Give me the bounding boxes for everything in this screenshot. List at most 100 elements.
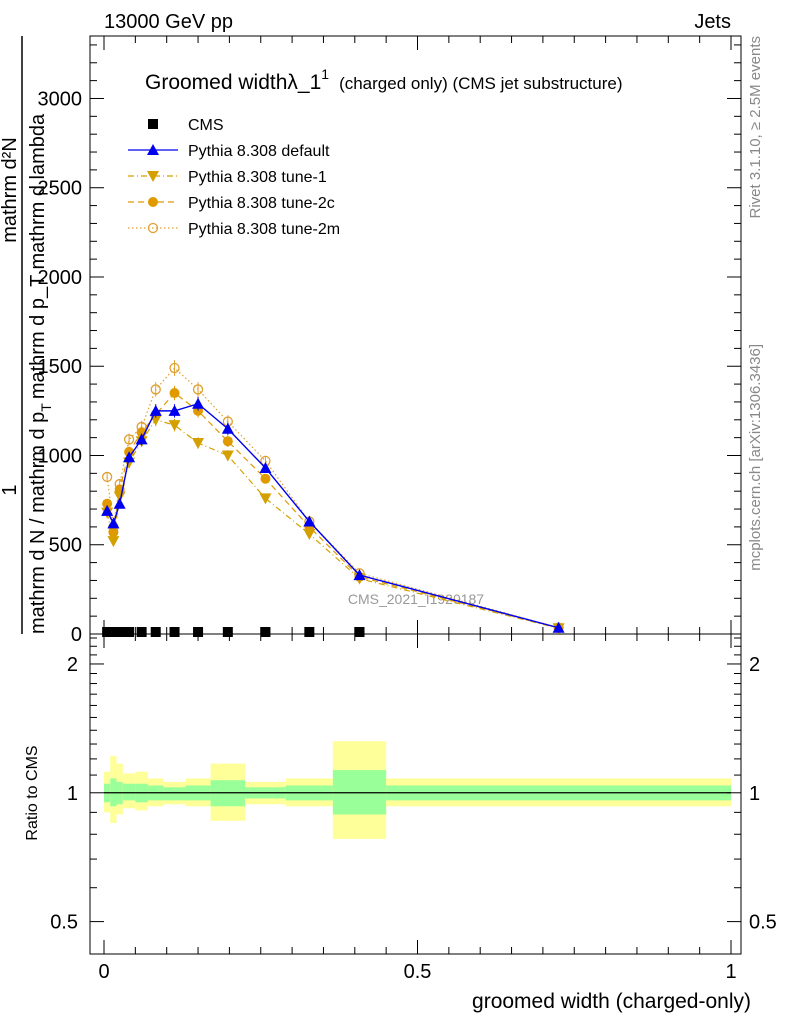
ratio-y-label: Ratio to CMS — [24, 745, 41, 840]
data-point — [169, 362, 180, 374]
data-point — [150, 627, 161, 637]
main-axis-ticks: 0 500 1000 1500 2000 2500 3000 — [38, 44, 741, 646]
data-point — [124, 627, 135, 637]
legend-label: Pythia 8.308 tune-2c — [188, 195, 335, 212]
y-label-denominator: mathrm d N / mathrm d pTmathrm d p_T mat… — [27, 113, 54, 634]
data-point — [221, 450, 234, 462]
data-point — [107, 536, 120, 548]
data-point — [552, 621, 565, 633]
data-point — [102, 498, 113, 509]
analysis-watermark: CMS_2021_I1920187 — [348, 591, 484, 607]
ratio-stat-band — [163, 787, 186, 801]
legend-item: CMS — [148, 117, 224, 134]
ratio-y-tick-label: 1 — [67, 783, 78, 805]
data-point — [136, 627, 147, 637]
series-2 — [101, 413, 565, 635]
x-tick-label: 0.5 — [404, 961, 432, 983]
data-point — [260, 627, 271, 637]
legend-item: Pythia 8.308 tune-1 — [128, 169, 327, 186]
series-line — [106, 402, 559, 629]
y-tick-label: 1500 — [38, 356, 83, 378]
legend-marker — [147, 222, 159, 234]
data-point — [101, 471, 113, 483]
legend-marker — [148, 119, 158, 129]
legend-item: Pythia 8.308 tune-2c — [128, 195, 335, 212]
data-point — [354, 627, 365, 637]
legend-label: Pythia 8.308 tune-1 — [188, 169, 327, 186]
legend-marker — [147, 144, 159, 155]
legend-marker — [148, 197, 158, 207]
series-layer — [101, 360, 565, 637]
ratio-bands — [104, 741, 731, 839]
data-point — [168, 420, 181, 432]
data-point — [259, 493, 272, 505]
data-point — [108, 527, 119, 538]
data-point — [259, 461, 272, 473]
legend-label: CMS — [188, 117, 224, 134]
x-axis-label: groomed width (charged-only) — [472, 990, 751, 1013]
data-point — [113, 491, 126, 503]
data-point — [221, 422, 234, 434]
y-tick-label: 3000 — [38, 88, 83, 110]
legend-marker — [147, 171, 159, 182]
mcplots-label: mcplots.cern.ch [arXiv:1306.3436] — [747, 344, 764, 571]
data-point — [123, 434, 135, 445]
legend: CMS Pythia 8.308 default Pythia 8.308 tune… — [128, 117, 340, 238]
x-tick-label: 0 — [98, 961, 109, 983]
chart-title: Groomed widthλ_11 (charged only) (CMS jet… — [145, 66, 623, 94]
data-point — [169, 388, 180, 399]
y-tick-label: 1000 — [38, 445, 83, 467]
data-point — [192, 437, 205, 449]
data-point — [222, 436, 233, 447]
data-point — [108, 627, 119, 637]
data-point — [303, 529, 316, 541]
data-point — [135, 433, 148, 445]
legend-label: Pythia 8.308 tune-2m — [188, 221, 340, 238]
data-point — [260, 473, 271, 484]
data-point — [101, 504, 114, 516]
legend-item: Pythia 8.308 tune-2m — [128, 221, 340, 238]
y-tick-label: 2500 — [38, 178, 83, 200]
data-point — [168, 404, 181, 416]
x-axis-ticks: 0 0.5 1 — [98, 36, 737, 983]
ratio-y-tick-label-right: 1 — [749, 783, 760, 805]
legend-label: Pythia 8.308 default — [188, 143, 330, 160]
data-point — [102, 627, 113, 637]
data-point — [149, 404, 162, 416]
data-point — [304, 627, 315, 637]
legend-item: Pythia 8.308 default — [128, 143, 330, 160]
data-point — [169, 627, 180, 637]
data-point — [113, 497, 126, 509]
ratio-axis-ticks: 0.5 0.5 1 1 2 2 — [50, 637, 777, 934]
ratio-y-tick-label: 0.5 — [50, 912, 78, 934]
series-1 — [101, 396, 565, 633]
data-point — [114, 627, 125, 637]
y-label-numerator: mathrm d²N — [0, 137, 21, 243]
rivet-version-label: Rivet 3.1.10, ≥ 2.5M events — [747, 36, 764, 219]
series-line — [106, 419, 559, 629]
ratio-y-tick-label: 2 — [67, 654, 78, 676]
y-label-one: 1 — [0, 484, 21, 495]
series-0 — [102, 627, 365, 637]
header-energy-label: 13000 GeV pp — [104, 11, 233, 33]
data-point — [193, 627, 204, 637]
data-point — [192, 384, 204, 395]
y-axis-label: mathrm d N / mathrm d pTmathrm d p_T mat… — [27, 113, 54, 634]
ratio-y-tick-label-right: 2 — [749, 654, 760, 676]
x-tick-label: 1 — [725, 961, 736, 983]
y-tick-label: 500 — [49, 535, 82, 557]
y-tick-label: 0 — [71, 624, 82, 646]
ratio-panel-frame — [89, 633, 742, 955]
series-4 — [101, 360, 564, 633]
ratio-stat-band — [122, 783, 136, 801]
header-category-label: Jets — [694, 11, 731, 33]
data-point — [222, 627, 233, 637]
data-point — [107, 517, 120, 529]
data-point — [192, 397, 205, 409]
data-point — [150, 384, 161, 395]
y-tick-label: 2000 — [38, 267, 83, 289]
data-point — [123, 451, 136, 463]
data-point — [353, 569, 366, 581]
data-point — [303, 515, 316, 527]
